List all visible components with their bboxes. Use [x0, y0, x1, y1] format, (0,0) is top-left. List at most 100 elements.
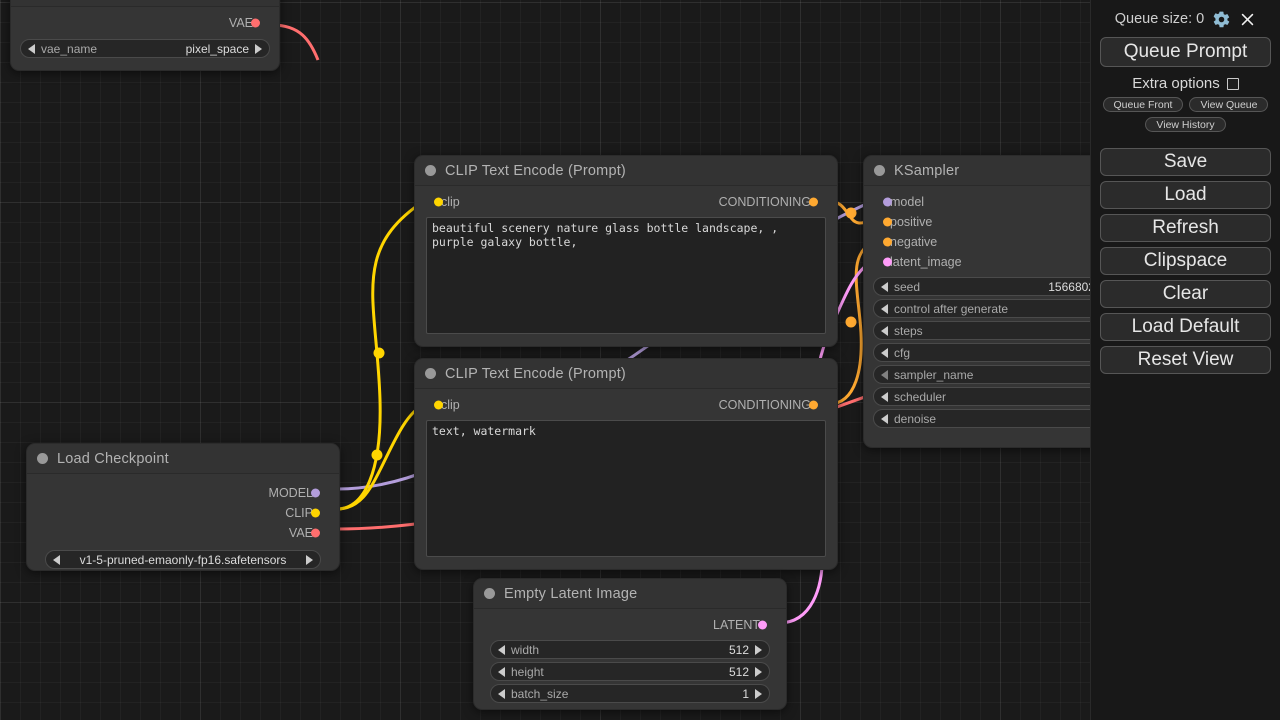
widget-label: cfg — [894, 345, 911, 360]
close-menu-button[interactable] — [1239, 11, 1256, 28]
save-button[interactable]: Save — [1100, 148, 1271, 176]
widget-denoise[interactable]: denoise — [873, 409, 1123, 428]
widget-scheduler[interactable]: scheduler n — [873, 387, 1123, 406]
increment-arrow-icon[interactable] — [755, 666, 762, 677]
input-slot-model[interactable]: model — [864, 192, 1132, 212]
node-ksampler[interactable]: KSampler model positive negative latent_… — [863, 155, 1133, 448]
reset-view-button[interactable]: Reset View — [1100, 346, 1271, 374]
collapse-dot-icon[interactable] — [37, 453, 48, 464]
widget-width[interactable]: width 512 — [490, 640, 770, 659]
node-title-label: Load Checkpoint — [57, 450, 169, 467]
view-queue-button[interactable]: View Queue — [1189, 97, 1269, 112]
load-button[interactable]: Load — [1100, 181, 1271, 209]
slot-dot-vae-icon[interactable] — [251, 18, 260, 28]
widget-label: sampler_name — [894, 367, 974, 382]
node-title-bar[interactable] — [11, 0, 279, 7]
input-slot-latent-image[interactable]: latent_image — [864, 252, 1132, 272]
decrement-arrow-icon[interactable] — [881, 391, 888, 402]
node-title-label: CLIP Text Encode (Prompt) — [445, 162, 626, 179]
slot-dot-model-icon[interactable] — [311, 488, 320, 498]
slot-dot-negative-icon[interactable] — [883, 237, 892, 247]
collapse-dot-icon[interactable] — [874, 165, 885, 176]
view-history-button[interactable]: View History — [1145, 117, 1226, 132]
slot-dot-latent-icon[interactable] — [758, 620, 767, 630]
increment-arrow-icon[interactable] — [255, 43, 262, 54]
widget-label: height — [511, 664, 544, 679]
input-slot-positive[interactable]: positive — [864, 212, 1132, 232]
slot-dot-latent-icon[interactable] — [883, 257, 892, 267]
extra-options-row: Extra options — [1100, 75, 1271, 92]
node-load-checkpoint[interactable]: Load Checkpoint MODEL CLIP VAE v1-5-prun… — [26, 443, 340, 571]
decrement-arrow-icon[interactable] — [498, 688, 505, 699]
widget-control-after-generate[interactable]: control after generate rand — [873, 299, 1123, 318]
output-slot-model[interactable]: MODEL — [27, 483, 339, 503]
clear-button[interactable]: Clear — [1100, 280, 1271, 308]
queue-actions-row: Queue Front View Queue — [1100, 97, 1271, 112]
output-slot-label: CONDITIONING — [718, 195, 811, 209]
node-title-bar[interactable]: KSampler — [864, 156, 1132, 186]
widget-height[interactable]: height 512 — [490, 662, 770, 681]
decrement-arrow-icon[interactable] — [881, 303, 888, 314]
slot-dot-positive-icon[interactable] — [883, 217, 892, 227]
widget-vae-name[interactable]: vae_name pixel_space — [20, 39, 270, 58]
slot-dot-model-icon[interactable] — [883, 197, 892, 207]
output-slot-vae[interactable]: VAE — [27, 523, 339, 543]
node-title-bar[interactable]: Load Checkpoint — [27, 444, 339, 474]
widget-seed[interactable]: seed 1566802087 — [873, 277, 1123, 296]
queue-front-button[interactable]: Queue Front — [1102, 97, 1184, 112]
node-empty-latent-image[interactable]: Empty Latent Image LATENT width 512 heig… — [473, 578, 787, 710]
widget-batch-size[interactable]: batch_size 1 — [490, 684, 770, 703]
node-clip-text-encode-positive[interactable]: CLIP Text Encode (Prompt) clip CONDITION… — [414, 155, 838, 347]
decrement-arrow-icon[interactable] — [881, 369, 888, 380]
load-default-button[interactable]: Load Default — [1100, 313, 1271, 341]
collapse-dot-icon[interactable] — [425, 368, 436, 379]
node-body: VAE vae_name pixel_space — [11, 7, 279, 70]
node-body: clip CONDITIONING text, watermark — [415, 389, 837, 557]
extra-options-checkbox[interactable] — [1226, 77, 1239, 90]
slot-dot-vae-icon[interactable] — [311, 528, 320, 538]
increment-arrow-icon[interactable] — [755, 688, 762, 699]
widget-label: seed — [894, 279, 921, 294]
output-slot-latent[interactable]: LATENT — [474, 615, 786, 635]
decrement-arrow-icon[interactable] — [881, 347, 888, 358]
clipspace-button[interactable]: Clipspace — [1100, 247, 1271, 275]
slot-dot-conditioning-icon[interactable] — [809, 400, 818, 410]
node-title-bar[interactable]: Empty Latent Image — [474, 579, 786, 609]
decrement-arrow-icon[interactable] — [498, 666, 505, 677]
decrement-arrow-icon[interactable] — [881, 325, 888, 336]
widget-ckpt-name[interactable]: v1-5-pruned-emaonly-fp16.safetensors — [45, 550, 321, 569]
slot-dot-clip-icon[interactable] — [311, 508, 320, 518]
slot-dot-clip-icon[interactable] — [434, 400, 443, 410]
node-title-bar[interactable]: CLIP Text Encode (Prompt) — [415, 359, 837, 389]
increment-arrow-icon[interactable] — [755, 644, 762, 655]
node-title-label: KSampler — [894, 162, 960, 179]
decrement-arrow-icon[interactable] — [881, 281, 888, 292]
node-vae-loader[interactable]: VAE vae_name pixel_space — [10, 0, 280, 71]
settings-button[interactable] — [1212, 10, 1231, 29]
input-slot-label: clip — [441, 195, 460, 209]
output-slot-clip[interactable]: CLIP — [27, 503, 339, 523]
slot-dot-clip-icon[interactable] — [434, 197, 443, 207]
widget-sampler-name[interactable]: sampler_name — [873, 365, 1123, 384]
collapse-dot-icon[interactable] — [425, 165, 436, 176]
increment-arrow-icon[interactable] — [306, 554, 313, 565]
output-slot-label: LATENT — [713, 618, 760, 632]
prompt-textarea[interactable]: beautiful scenery nature glass bottle la… — [426, 217, 826, 334]
widget-steps[interactable]: steps — [873, 321, 1123, 340]
node-body: LATENT width 512 height 512 batch_size 1 — [474, 609, 786, 703]
output-slot-vae[interactable]: VAE — [11, 13, 279, 33]
node-clip-text-encode-negative[interactable]: CLIP Text Encode (Prompt) clip CONDITION… — [414, 358, 838, 570]
input-slot-negative[interactable]: negative — [864, 232, 1132, 252]
prompt-textarea[interactable]: text, watermark — [426, 420, 826, 557]
collapse-dot-icon[interactable] — [484, 588, 495, 599]
node-title-bar[interactable]: CLIP Text Encode (Prompt) — [415, 156, 837, 186]
input-slot-label: model — [890, 195, 925, 209]
decrement-arrow-icon[interactable] — [28, 43, 35, 54]
refresh-button[interactable]: Refresh — [1100, 214, 1271, 242]
queue-prompt-button[interactable]: Queue Prompt — [1100, 37, 1271, 67]
decrement-arrow-icon[interactable] — [53, 554, 60, 565]
slot-dot-conditioning-icon[interactable] — [809, 197, 818, 207]
decrement-arrow-icon[interactable] — [881, 413, 888, 424]
decrement-arrow-icon[interactable] — [498, 644, 505, 655]
widget-cfg[interactable]: cfg — [873, 343, 1123, 362]
